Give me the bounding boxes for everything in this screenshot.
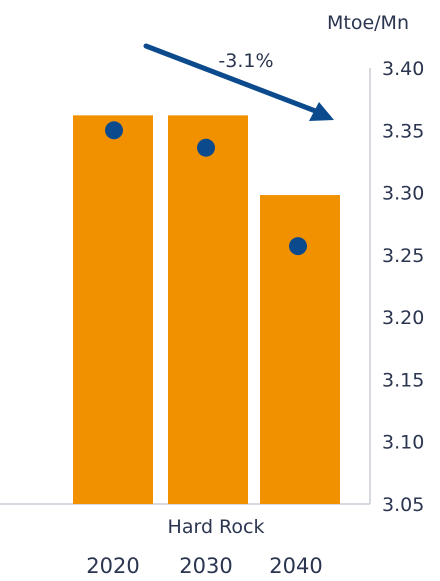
x-tick-labels: 2020 2030 2040 xyxy=(86,554,322,578)
y-tick-label: 3.10 xyxy=(382,432,424,454)
bars xyxy=(73,115,340,504)
y-tick-label: 3.20 xyxy=(382,307,424,329)
marker-2040 xyxy=(289,237,307,256)
x-tick-label-2030: 2030 xyxy=(179,554,232,578)
y-tick-label: 3.05 xyxy=(382,494,424,516)
y-tick-label: 3.40 xyxy=(382,58,424,80)
trend-arrow-head xyxy=(309,102,334,121)
unit-label: Mtoe/Mn xyxy=(327,12,409,34)
y-tick-label: 3.30 xyxy=(382,183,424,205)
x-tick-label-2040: 2040 xyxy=(269,554,322,578)
change-annotation: -3.1% xyxy=(218,50,273,72)
y-tick-label: 3.15 xyxy=(382,369,424,391)
y-tick-label: 3.25 xyxy=(382,245,424,267)
marker-2020 xyxy=(105,121,123,140)
bar-2030 xyxy=(168,115,248,504)
markers xyxy=(105,121,307,256)
marker-2030 xyxy=(197,138,215,157)
bar-2020 xyxy=(73,115,153,504)
trend-arrow-line xyxy=(143,43,321,115)
y-tick-label: 3.35 xyxy=(382,120,424,142)
y-tick-labels: 3.40 3.35 3.30 3.25 3.20 3.15 3.10 3.05 xyxy=(382,58,424,516)
group-label: Hard Rock xyxy=(168,516,265,538)
trend-arrow xyxy=(143,43,334,121)
x-tick-label-2020: 2020 xyxy=(86,554,139,578)
